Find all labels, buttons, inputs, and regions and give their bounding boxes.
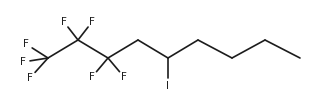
Text: F: F bbox=[89, 17, 95, 27]
Text: F: F bbox=[23, 39, 29, 49]
Text: F: F bbox=[89, 72, 95, 82]
Text: F: F bbox=[20, 57, 26, 67]
Text: F: F bbox=[61, 17, 67, 27]
Text: I: I bbox=[166, 81, 169, 91]
Text: F: F bbox=[27, 73, 33, 83]
Text: F: F bbox=[121, 72, 127, 82]
